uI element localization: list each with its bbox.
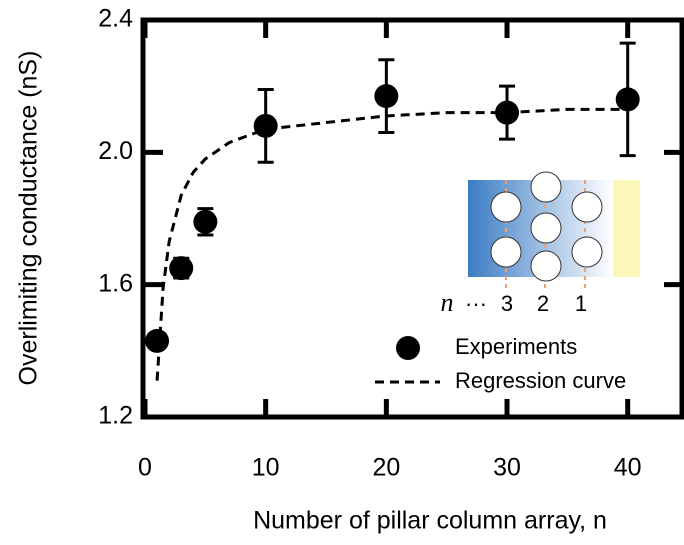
inset-label: 3: [501, 291, 513, 316]
inset-pillars: [490, 171, 603, 282]
data-point: [193, 209, 218, 234]
data-point: [169, 256, 194, 281]
y-tick-label: 2.0: [98, 137, 133, 165]
legend-label: Experiments: [455, 334, 577, 359]
y-tick-label: 1.2: [98, 402, 133, 430]
data-point: [253, 113, 278, 138]
data-point: [145, 328, 170, 353]
inset-reservoir: [613, 180, 640, 277]
inset-label: 2: [537, 291, 549, 316]
legend-marker: [396, 336, 420, 360]
x-tick-label: 10: [252, 454, 280, 482]
y-tick-label: 2.4: [98, 5, 133, 33]
plot-frame: [140, 17, 684, 420]
inset-label: 1: [575, 291, 587, 316]
x-tick-label: 20: [372, 454, 400, 482]
x-tick-label: 40: [614, 454, 642, 482]
y-tick-label: 1.6: [98, 269, 133, 297]
data-point: [374, 84, 399, 109]
legend-label: Regression curve: [455, 368, 626, 393]
inset-label: n: [441, 288, 454, 317]
y-axis-label: Overlimiting conductance (nS): [15, 51, 43, 386]
data-point: [615, 87, 640, 112]
inset: [468, 171, 640, 290]
x-tick-label: 0: [138, 454, 152, 482]
x-tick-label: 30: [493, 454, 521, 482]
regression-curve: [155, 107, 628, 381]
inset-label: ···: [465, 291, 487, 316]
x-axis-label: Number of pillar column array, n: [253, 507, 607, 535]
